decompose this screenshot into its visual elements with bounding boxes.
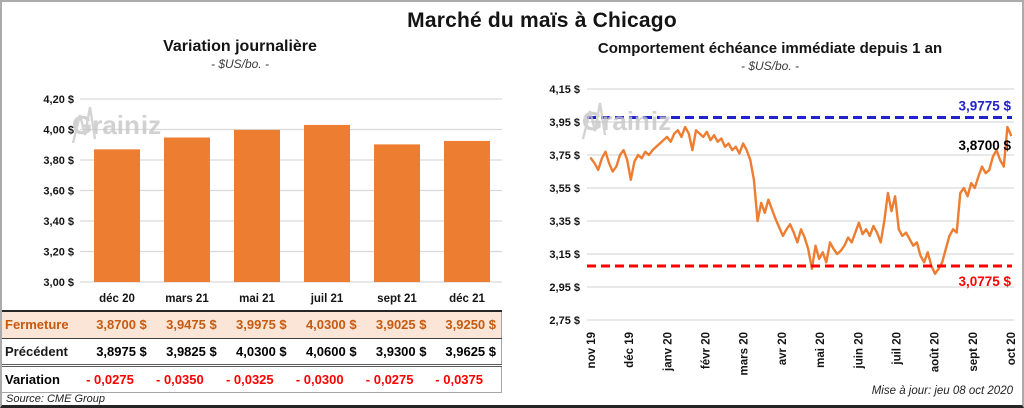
bar <box>444 140 490 282</box>
row-label-fermeture: Fermeture <box>5 317 69 333</box>
bar <box>304 124 350 282</box>
precedent-value: 3,9300 $ <box>375 343 427 359</box>
y-tick-label: 3,55 $ <box>549 183 580 195</box>
futures-table: Fermeture 3,8700 $ 3,9475 $ 3,9975 $ 4,0… <box>2 310 502 393</box>
x-tick-label: août 20 <box>930 332 942 372</box>
low-ref-label: 3,0775 $ <box>958 274 1011 289</box>
y-tick-label: 2,75 $ <box>549 315 580 327</box>
last-value-label: 3,8700 $ <box>958 138 1011 153</box>
variation-value: - 0,0275 <box>365 371 414 387</box>
y-tick-label: 4,15 $ <box>549 84 580 96</box>
x-tick-label: mars 20 <box>739 332 751 375</box>
bar <box>234 129 280 282</box>
variation-value: - 0,0325 <box>225 371 274 387</box>
precedent-value: 3,9825 $ <box>166 343 217 359</box>
precedent-value: 4,0300 $ <box>236 343 287 359</box>
line-chart-subtitle: - $US/bo. - <box>740 59 800 73</box>
row-label-precedent: Précédent <box>5 343 68 359</box>
fermeture-value: 3,9025 $ <box>375 317 427 333</box>
table-row-precedent: Précédent 3,8975 $ 3,9825 $ 4,0300 $ 4,0… <box>2 338 502 365</box>
y-tick-label: 3,35 $ <box>549 216 580 228</box>
fermeture-value: 3,9475 $ <box>166 317 217 333</box>
y-tick-label: 4,20 $ <box>43 94 74 106</box>
source-note: Source: CME Group <box>6 393 106 405</box>
page-title: Marché du maïs à Chicago <box>407 9 677 32</box>
precedent-value: 3,9625 $ <box>445 343 496 359</box>
x-tick-label: juil 20 <box>891 332 903 366</box>
x-category-label: déc 21 <box>449 293 485 305</box>
variation-value: - 0,0375 <box>435 371 483 387</box>
x-tick-label: avr 20 <box>777 332 789 365</box>
x-tick-label: févr 20 <box>701 332 713 369</box>
x-category-label: mars 21 <box>165 293 209 305</box>
line-chart: 2,75 $ 2,95 $ 3,15 $ 3,35 $ 3,55 $ 3,75 $ 3,95… <box>549 84 1018 375</box>
y-tick-label: 3,60 $ <box>43 186 74 198</box>
x-tick-label: sept 20 <box>968 332 980 372</box>
y-tick-label: 2,95 $ <box>549 282 580 294</box>
bar <box>374 144 420 282</box>
high-ref-label: 3,9775 $ <box>958 98 1011 113</box>
line-chart-title: Comportement échéance immédiate depuis 1… <box>597 40 943 57</box>
x-tick-label: juin 20 <box>853 332 865 369</box>
y-tick-label: 3,00 $ <box>43 277 74 289</box>
variation-value: - 0,0350 <box>156 371 204 387</box>
y-tick-label: 3,95 $ <box>549 117 580 129</box>
y-tick-label: 3,20 $ <box>43 247 74 259</box>
x-category-label: mai 21 <box>239 293 275 305</box>
x-category-label: déc 20 <box>99 293 135 305</box>
fermeture-value: 3,9250 $ <box>445 317 496 333</box>
y-tick-label: 3,80 $ <box>43 155 74 167</box>
fermeture-value: 3,9975 $ <box>236 317 287 333</box>
precedent-value: 4,0600 $ <box>305 343 357 359</box>
fermeture-value: 3,8700 $ <box>96 317 147 333</box>
x-tick-label: mai 20 <box>815 332 827 368</box>
update-note: Mise à jour: jeu 08 oct 2020 <box>871 385 1013 397</box>
variation-value: - 0,0275 <box>86 371 134 387</box>
x-tick-label: nov 19 <box>586 332 598 368</box>
y-tick-label: 3,15 $ <box>549 249 580 261</box>
bar <box>94 149 140 282</box>
precedent-value: 3,8975 $ <box>96 343 147 359</box>
fermeture-value: 4,0300 $ <box>305 317 357 333</box>
bar <box>164 137 210 282</box>
y-tick-label: 3,75 $ <box>549 150 580 162</box>
bar-chart: 3,00 $ 3,20 $ 3,40 $ 3,60 $ 3,80 $ 4,00 $ 4,20… <box>43 94 502 305</box>
bar-chart-title: Variation journalière <box>163 38 317 55</box>
x-tick-label: déc 19 <box>624 332 636 368</box>
row-label-variation: Variation <box>5 371 60 387</box>
x-tick-label: oct 20 <box>1006 332 1018 365</box>
bar-chart-subtitle: - $US/bo. - <box>210 57 270 71</box>
y-tick-label: 4,00 $ <box>43 125 74 137</box>
variation-value: - 0,0300 <box>295 371 344 387</box>
table-row-fermeture: Fermeture 3,8700 $ 3,9475 $ 3,9975 $ 4,0… <box>2 311 502 338</box>
x-category-label: sept 21 <box>377 293 417 305</box>
x-tick-label: janv 20 <box>662 332 674 372</box>
table-row-variation: Variation - 0,0275 - 0,0350 - 0,0325 - 0… <box>2 365 502 392</box>
x-category-label: juil 21 <box>310 293 344 305</box>
y-tick-label: 3,40 $ <box>43 216 74 228</box>
price-line <box>589 125 1013 276</box>
